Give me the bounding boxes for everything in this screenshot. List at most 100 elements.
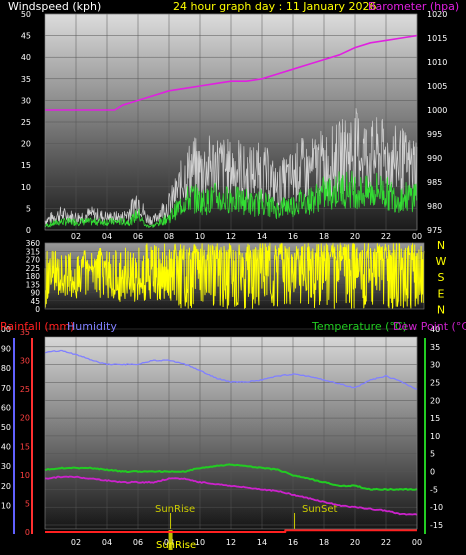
humidity-series-line [44,349,418,390]
wind-x-tick-label: 02 [71,232,81,241]
direction-tick-label: 225 [26,264,41,273]
temperature-tick-label: 30 [430,361,440,370]
climate-plot-frame [44,336,418,530]
climate-x-tick-label: 16 [288,538,298,547]
climate-x-tick-label: 18 [319,538,329,547]
temperature-axis-title: Temperature (°C) [311,320,407,333]
rain-tick-label: 35 [20,328,30,337]
wind-tick-label: 30 [21,96,31,105]
wind-x-tick-label: 06 [133,232,143,241]
average-wind-series-line [44,170,418,229]
sunrise-label: SunRise [155,504,195,515]
humidity-tick-label: 20 [1,482,11,491]
direction-tick-label: 180 [26,272,41,281]
rainfall-series-line [45,529,417,533]
temperature-tick-label: 40 [430,325,440,334]
temperature-tick-label: 0 [430,468,435,477]
wind-tick-label: 35 [21,75,31,84]
direction-tick-label: 45 [30,297,40,306]
direction-tick-label: 90 [30,289,40,298]
sunset-label: SunSet [302,504,338,515]
climate-x-tick-label: 04 [102,538,112,547]
compass-label: N [437,303,445,316]
humidity-tick-label: 70 [1,384,11,393]
wind-x-tick-label: 16 [288,232,298,241]
wind-tick-label: 40 [21,53,31,62]
wind-tick-label: 5 [26,204,31,213]
temperature-tick-label: 15 [430,414,440,423]
climate-x-tick-label: 02 [71,538,81,547]
barometer-tick-label: 990 [427,154,442,163]
rain-tick-label: 30 [20,357,30,366]
climate-x-tick-label: 12 [226,538,236,547]
wind-x-tick-label: 10 [195,232,205,241]
barometer-tick-label: 1000 [427,106,447,115]
temperature-tick-label: -5 [430,485,438,494]
wind-axis-title: Windspeed (kph) [8,0,101,13]
wind-x-tick-label: 20 [350,232,360,241]
wind-tick-label: 0 [26,226,31,235]
barometer-tick-label: 995 [427,130,442,139]
humidity-tick-label: 50 [1,423,11,432]
barometer-tick-label: 1015 [427,34,447,43]
barometer-tick-label: 975 [427,226,442,235]
chart-title: 24 hour graph day : 11 January 2026 [173,0,377,13]
rain-tick-label: 15 [20,442,30,451]
climate-x-tick-label: 20 [350,538,360,547]
rain-axis-title: Rainfall (mm) [0,320,74,333]
direction-tick-label: 315 [26,247,41,256]
wind-x-tick-label: 18 [319,232,329,241]
humidity-tick-label: 100 [0,325,11,334]
humidity-tick-label: 90 [1,345,11,354]
rain-tick-label: 0 [25,528,30,537]
wind-tick-label: 45 [21,32,31,41]
wind-tick-label: 10 [21,183,31,192]
direction-tick-label: 360 [26,239,41,248]
wind-plot-frame [44,13,418,231]
temperature-tick-label: -15 [430,521,443,530]
wind-x-tick-label: 00 [412,232,422,241]
wind-x-tick-label: 04 [102,232,112,241]
humidity-tick-label: 80 [1,364,11,373]
compass-label: E [438,287,445,300]
climate-x-tick-label: 22 [381,538,391,547]
temperature-tick-label: -10 [430,503,443,512]
compass-label: S [438,271,445,284]
dewpoint-series-line [44,475,418,516]
wind-tick-label: 25 [21,118,31,127]
barometer-axis-title: Barometer (hpa) [368,0,459,13]
climate-x-tick-label: 06 [133,538,143,547]
direction-tick-label: 135 [26,280,41,289]
temperature-tick-label: 25 [430,378,440,387]
rain-tick-label: 25 [20,385,30,394]
barometer-tick-label: 980 [427,202,442,211]
climate-x-tick-label: 10 [195,538,205,547]
barometer-tick-label: 1010 [427,58,447,67]
wind-x-tick-label: 08 [164,232,174,241]
temperature-tick-label: 35 [430,343,440,352]
humidity-axis-title: Humidity [67,320,117,333]
barometer-tick-label: 985 [427,178,442,187]
climate-x-tick-label: 00 [412,538,422,547]
temperature-series-line [44,463,418,491]
rain-tick-label: 10 [20,471,30,480]
direction-plot-frame [44,242,425,310]
temperature-tick-label: 20 [430,396,440,405]
humidity-tick-label: 40 [1,443,11,452]
climate-chart: -15 -10 -5 0 5 10 15 20 25 30 35 40 10 20 30 40 50 60 70 80… [0,325,443,550]
wind-tick-label: 15 [21,161,31,170]
barometer-tick-label: 1005 [427,82,447,91]
humidity-tick-label: 60 [1,403,11,412]
wind-x-tick-label: 12 [226,232,236,241]
humidity-tick-label: 30 [1,462,11,471]
compass-label: N [437,239,445,252]
compass-label: W [436,255,447,268]
direction-tick-label: 270 [26,256,41,265]
sunrise-bar-marker [168,530,173,550]
rain-tick-label: 5 [25,499,30,508]
direction-series-line [44,242,425,310]
direction-tick-label: 0 [35,305,40,314]
wind-tick-label: 20 [21,140,31,149]
